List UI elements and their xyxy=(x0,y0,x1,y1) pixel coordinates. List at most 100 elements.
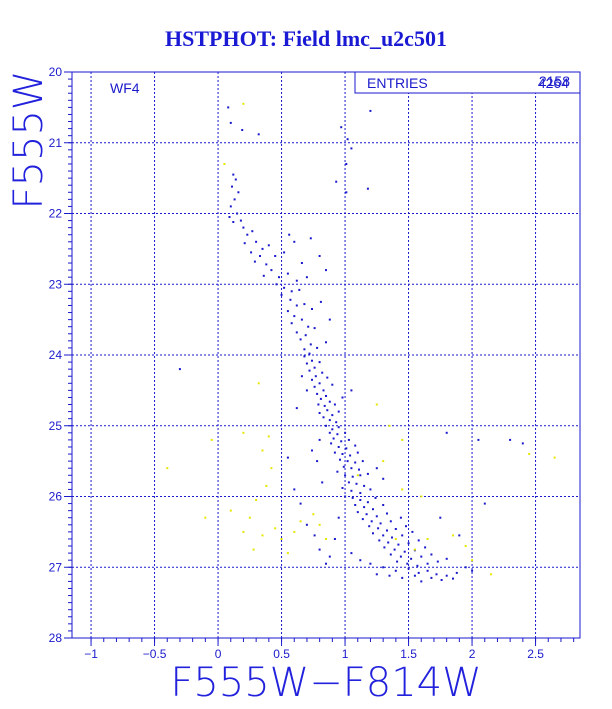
data-point-primary xyxy=(303,303,306,306)
data-point-secondary xyxy=(257,382,260,385)
data-point-primary xyxy=(178,368,181,371)
data-point-secondary xyxy=(413,548,416,551)
data-point-secondary xyxy=(382,460,385,463)
data-point-primary xyxy=(314,375,317,378)
data-point-secondary xyxy=(452,534,454,537)
data-point-secondary xyxy=(242,431,245,434)
data-point-primary xyxy=(289,298,292,301)
data-point-primary xyxy=(391,536,393,539)
data-point-primary xyxy=(445,557,448,560)
data-point-primary xyxy=(293,488,296,491)
data-point-primary xyxy=(416,564,419,567)
data-point-primary xyxy=(386,529,388,532)
data-point-primary xyxy=(396,560,399,563)
data-point-primary xyxy=(354,504,357,506)
data-point-secondary xyxy=(528,453,531,455)
data-point-secondary xyxy=(401,488,404,491)
data-point-primary xyxy=(426,569,429,572)
x-tick-label: 1 xyxy=(342,647,349,661)
data-point-primary xyxy=(345,447,348,450)
data-point-primary xyxy=(280,293,283,296)
data-point-secondary xyxy=(210,438,213,441)
data-point-primary xyxy=(299,502,302,505)
data-point-primary xyxy=(333,538,336,540)
data-point-primary xyxy=(267,244,270,247)
data-point-primary xyxy=(354,444,357,447)
data-point-primary xyxy=(318,548,321,551)
data-point-primary xyxy=(333,451,336,454)
data-point-primary xyxy=(232,173,235,176)
data-point-secondary xyxy=(426,538,429,540)
data-point-primary xyxy=(401,534,404,537)
data-point-secondary xyxy=(312,513,315,516)
y-axis-label: F555W xyxy=(6,71,52,210)
data-point-primary xyxy=(430,576,433,579)
axis-ticks: −1 −0.5 0 0.5 1 1.5 2 2.5 20 21 22 23 24 25 26 27 28 xyxy=(49,65,575,661)
data-point-secondary xyxy=(274,527,277,530)
data-point-primary xyxy=(417,539,420,542)
data-point-secondary xyxy=(166,467,169,470)
data-point-primary xyxy=(283,286,286,289)
data-point-secondary xyxy=(280,538,283,540)
data-point-primary xyxy=(347,438,350,441)
data-point-primary xyxy=(237,191,240,194)
data-point-primary xyxy=(328,419,331,422)
data-point-primary xyxy=(293,315,296,318)
data-point-primary xyxy=(290,322,293,325)
data-point-primary xyxy=(231,185,233,188)
data-point-primary xyxy=(293,240,296,243)
data-point-secondary xyxy=(267,435,270,438)
data-point-secondary xyxy=(286,552,289,555)
data-point-primary xyxy=(305,362,308,365)
data-point-primary xyxy=(340,440,343,443)
data-point-primary xyxy=(255,240,258,243)
data-point-primary xyxy=(336,470,339,473)
data-point-primary xyxy=(420,555,423,558)
data-point-primary xyxy=(359,492,362,494)
data-point-primary xyxy=(335,421,338,424)
data-point-primary xyxy=(286,310,289,313)
data-point-primary xyxy=(387,541,390,544)
data-point-primary xyxy=(355,482,358,485)
x-tick-label: 0 xyxy=(215,647,222,661)
data-point-primary xyxy=(326,376,329,379)
data-point-secondary xyxy=(471,559,474,562)
data-point-secondary xyxy=(261,534,264,537)
data-point-primary xyxy=(286,456,289,459)
x-tick-label: −1 xyxy=(84,647,98,661)
data-point-secondary xyxy=(248,516,251,519)
data-point-primary xyxy=(350,489,353,492)
data-point-primary xyxy=(308,352,311,355)
data-point-primary xyxy=(265,263,268,266)
data-point-secondary xyxy=(490,573,493,576)
data-point-primary xyxy=(341,396,344,399)
data-point-primary xyxy=(328,400,331,403)
data-point-primary xyxy=(363,484,366,487)
data-point-primary xyxy=(253,260,256,263)
data-point-primary xyxy=(339,458,341,461)
data-point-primary xyxy=(233,198,236,201)
data-point-primary xyxy=(232,221,235,223)
data-point-primary xyxy=(313,366,316,369)
y-tick-label: 28 xyxy=(49,631,63,645)
data-point-primary xyxy=(401,576,404,579)
data-point-primary xyxy=(300,318,303,321)
data-point-primary xyxy=(455,571,458,574)
data-point-primary xyxy=(363,506,366,509)
data-point-primary xyxy=(316,346,319,349)
data-point-primary xyxy=(295,331,298,334)
data-point-secondary xyxy=(229,509,232,512)
data-point-primary xyxy=(369,488,372,491)
data-point-primary xyxy=(326,409,329,412)
data-point-primary xyxy=(321,481,324,484)
stats-box: ENTRIES 4264 2158 xyxy=(354,71,581,94)
data-point-primary xyxy=(242,226,245,229)
data-point-secondary xyxy=(318,523,321,526)
data-point-primary xyxy=(361,460,364,463)
data-point-primary xyxy=(347,481,350,484)
data-point-primary xyxy=(405,525,407,528)
data-point-primary xyxy=(354,461,357,464)
y-tick-label: 24 xyxy=(49,348,63,362)
x-tick-label: 1.5 xyxy=(400,647,417,661)
